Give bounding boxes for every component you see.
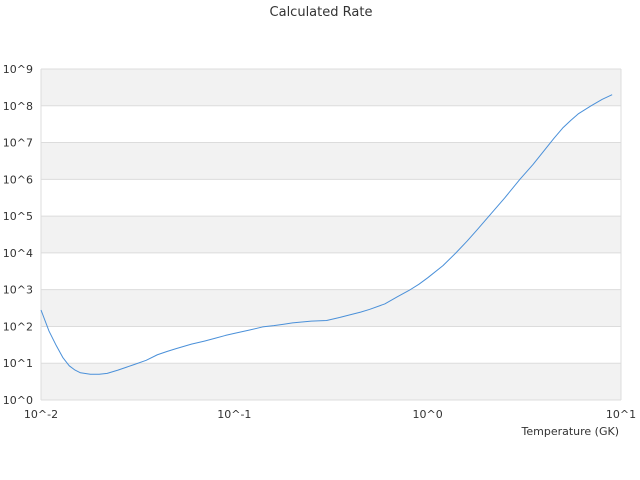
background-band — [41, 216, 621, 253]
x-axis-title: Temperature (GK) — [521, 425, 620, 438]
series-lines — [40, 94, 613, 375]
y-tick-label: 10^4 — [3, 247, 33, 260]
y-tick-label: 10^3 — [3, 284, 33, 297]
y-tick-label: 10^2 — [3, 320, 33, 333]
background-band — [41, 69, 621, 106]
x-tick-label: 10^-1 — [217, 408, 251, 421]
background-band — [41, 363, 621, 400]
x-tick-label: 10^-2 — [24, 408, 58, 421]
y-tick-label: 10^6 — [3, 173, 33, 186]
background-band — [41, 289, 621, 327]
series-line — [40, 94, 613, 375]
x-tick-label: 10^1 — [606, 408, 636, 421]
y-tick-label: 10^8 — [3, 100, 33, 113]
chart-title: Calculated Rate — [270, 5, 373, 20]
y-axis-ticks: 10^0 10^1 10^2 10^3 10^4 10^5 10^6 10^7 10^8 10^9 — [3, 63, 33, 407]
x-tick-label: 10^0 — [413, 408, 443, 421]
y-tick-label: 10^1 — [3, 357, 33, 370]
background-band — [41, 142, 621, 180]
x-axis-ticks: 10^-2 10^-1 10^0 10^1 — [24, 408, 636, 421]
y-tick-label: 10^9 — [3, 63, 33, 76]
y-tick-label: 10^0 — [3, 394, 33, 407]
y-tick-label: 10^7 — [3, 137, 33, 150]
y-tick-label: 10^5 — [3, 210, 33, 223]
background-bands — [41, 69, 621, 400]
